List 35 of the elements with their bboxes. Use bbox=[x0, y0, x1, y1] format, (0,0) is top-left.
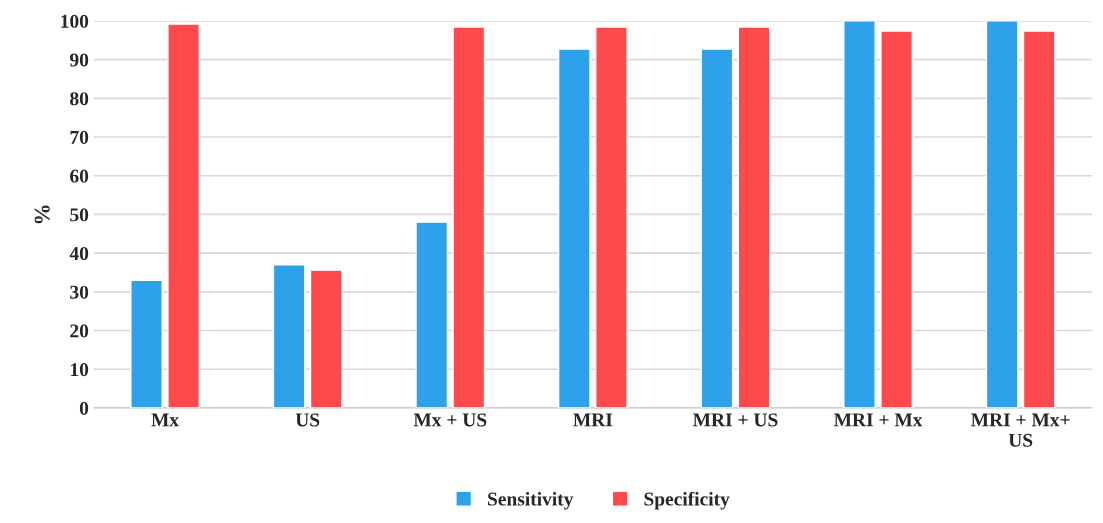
bar bbox=[700, 48, 734, 408]
y-tick-label: 10 bbox=[71, 363, 89, 377]
x-tick-label: Mx bbox=[151, 413, 179, 427]
y-tick-label: 100 bbox=[61, 14, 89, 28]
x-tick-label: Mx + US bbox=[413, 413, 487, 427]
bar bbox=[595, 26, 628, 408]
y-tick-label: 50 bbox=[70, 208, 89, 222]
bar bbox=[985, 20, 1019, 408]
y-tick-label: 40 bbox=[69, 246, 89, 261]
y-tick-label: 80 bbox=[70, 92, 89, 106]
bar bbox=[309, 269, 343, 408]
y-tick-label: 60 bbox=[70, 169, 89, 183]
x-tick-label: MRI bbox=[573, 413, 613, 427]
x-tick-label: MRI + Mx bbox=[833, 413, 923, 427]
y-tick-label: 20 bbox=[70, 324, 89, 338]
bar bbox=[452, 26, 486, 408]
bar bbox=[843, 20, 876, 408]
bar bbox=[880, 30, 913, 408]
legend-label: Sensitivity bbox=[488, 491, 574, 510]
y-tick-label: 70 bbox=[70, 130, 89, 144]
bar bbox=[415, 221, 449, 408]
bar bbox=[557, 48, 591, 408]
x-tick-label: MRI + Mx+ US bbox=[971, 413, 1070, 447]
x-tick-label: US bbox=[295, 413, 320, 427]
x-tick-label: MRI + US bbox=[692, 413, 778, 427]
y-tick-label: 30 bbox=[70, 285, 89, 299]
bar bbox=[1022, 30, 1056, 408]
y-tick-label: 0 bbox=[79, 401, 89, 415]
legend-label: Specificity bbox=[644, 491, 730, 510]
bar bbox=[272, 264, 306, 408]
y-tick-label: 90 bbox=[69, 53, 89, 67]
bar bbox=[130, 279, 163, 408]
bar bbox=[737, 26, 771, 408]
bar bbox=[167, 23, 200, 408]
y-axis-title: % bbox=[34, 205, 50, 224]
